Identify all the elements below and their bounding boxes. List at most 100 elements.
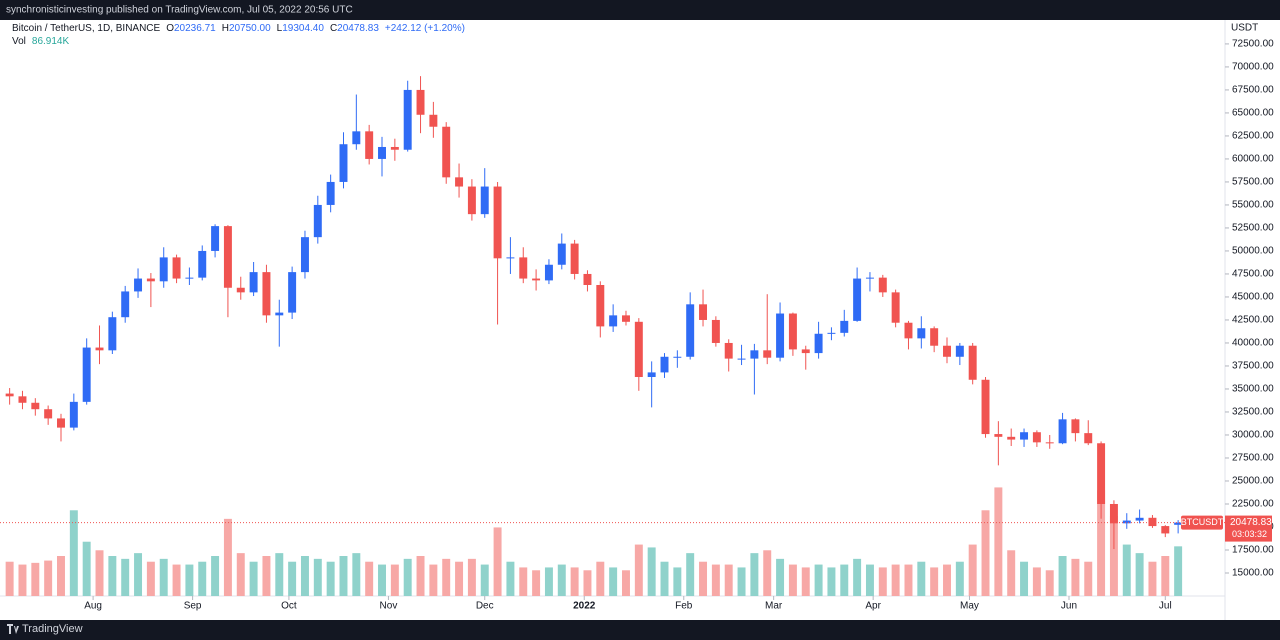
- y-tick-label: 27500.00: [1232, 453, 1274, 464]
- volume-bar: [583, 570, 592, 596]
- candle-body: [673, 356, 682, 358]
- volume-bar: [917, 561, 926, 596]
- volume-bar: [1032, 567, 1041, 596]
- volume-bar: [352, 553, 361, 596]
- volume-bar: [1122, 544, 1131, 596]
- candle-body: [172, 257, 181, 279]
- volume-bar: [943, 564, 951, 596]
- y-tick-label: 22500.00: [1232, 499, 1274, 510]
- volume-bar: [750, 553, 759, 596]
- volume-bar: [313, 558, 322, 596]
- candle-body: [69, 401, 78, 428]
- candle-body: [288, 272, 297, 313]
- symbol: Bitcoin / TetherUS, 1D, BINANCE: [12, 23, 161, 34]
- volume-bar: [262, 556, 271, 596]
- candle-body: [609, 315, 618, 327]
- y-tick-label: 32500.00: [1232, 407, 1274, 418]
- volume-bar: [1020, 561, 1029, 596]
- volume-bar: [981, 510, 990, 596]
- ohlc-value: 20478.83: [337, 23, 379, 34]
- candle-body: [686, 304, 695, 357]
- volume-bar: [1071, 558, 1080, 596]
- y-tick-label: 15000.00: [1232, 568, 1274, 579]
- volume-bar: [236, 553, 245, 596]
- candle-body: [981, 379, 990, 435]
- candle-body: [121, 291, 130, 318]
- volume-bar: [801, 567, 810, 596]
- candle-body: [865, 277, 874, 279]
- volume-bar: [622, 570, 630, 596]
- candle-body: [955, 345, 964, 357]
- ohlc-key: C: [329, 23, 338, 34]
- candle-body: [313, 204, 322, 238]
- volume-bar: [57, 556, 65, 596]
- volume-bar: [1084, 561, 1093, 596]
- y-tick-label: 55000.00: [1232, 200, 1274, 211]
- candle-body: [776, 313, 785, 358]
- candle-body: [493, 186, 502, 259]
- ohlc-value: 19304.40: [282, 23, 324, 34]
- volume-bar: [442, 558, 451, 596]
- ohlc-key: L: [276, 23, 283, 34]
- volume-bar: [519, 567, 528, 596]
- candle-body: [532, 278, 541, 281]
- candle-body: [840, 320, 849, 333]
- candle-body: [5, 393, 14, 397]
- legend-row: Bitcoin / TetherUS, 1D, BINANCE O20236.71…: [12, 22, 465, 35]
- candle-body: [1174, 522, 1183, 525]
- y-tick-label: 47500.00: [1232, 269, 1274, 280]
- candle-body: [1045, 442, 1054, 444]
- ohlc: O20236.71 H20750.00 L19304.40 C20478.83: [160, 23, 379, 34]
- candle-body: [82, 347, 91, 402]
- x-tick-label: Aug: [84, 601, 102, 612]
- volume-bar: [185, 564, 194, 596]
- candle-body: [403, 89, 412, 150]
- candle-body: [236, 287, 245, 293]
- candle-body: [622, 315, 630, 322]
- y-tick-label: 62500.00: [1232, 131, 1274, 142]
- volume-bar: [878, 567, 887, 596]
- candle-body: [44, 409, 53, 419]
- candle-body: [1071, 419, 1080, 434]
- ohlc-key: H: [221, 23, 229, 34]
- ohlc-value: 20236.71: [173, 23, 216, 34]
- volume-bar: [853, 558, 862, 596]
- candle-body: [249, 272, 258, 293]
- candle-body: [159, 257, 168, 282]
- candle-body: [339, 144, 348, 182]
- volume-bar: [365, 561, 374, 596]
- volume-bar: [326, 561, 335, 596]
- axis-unit: USDT: [1231, 23, 1258, 34]
- header-bar: [0, 0, 1280, 20]
- candle-body: [326, 181, 335, 205]
- volume-bar: [275, 553, 284, 596]
- candle-body: [506, 257, 515, 259]
- volume-bar: [544, 567, 553, 596]
- y-tick-label: 25000.00: [1232, 476, 1274, 487]
- candle-body: [134, 278, 143, 292]
- candle-body: [1032, 432, 1041, 443]
- candle-body: [699, 304, 708, 320]
- candle-body: [1122, 520, 1131, 524]
- volume-bar: [955, 561, 964, 596]
- candle-body: [570, 243, 579, 274]
- countdown: 03:03:32: [1232, 529, 1267, 539]
- volume-bar: [300, 556, 309, 596]
- candle-body: [1020, 432, 1029, 440]
- candle-body: [814, 333, 823, 354]
- candle-body: [827, 332, 836, 334]
- volume-bar: [1058, 556, 1067, 596]
- y-tick-label: 40000.00: [1232, 338, 1274, 349]
- volume-bar: [840, 564, 849, 596]
- brand-logo: [7, 624, 19, 634]
- legend-row: Vol 86.914K: [12, 35, 465, 48]
- y-tick-label: 42500.00: [1232, 315, 1274, 326]
- volume-bar: [493, 527, 502, 596]
- price-tag-box: [1225, 515, 1272, 542]
- volume-bar: [596, 561, 605, 596]
- y-tick-label: 45000.00: [1232, 292, 1274, 303]
- candle-body: [737, 358, 746, 360]
- candle-body: [57, 418, 65, 428]
- candle-body: [390, 146, 399, 150]
- candle-body: [801, 349, 810, 354]
